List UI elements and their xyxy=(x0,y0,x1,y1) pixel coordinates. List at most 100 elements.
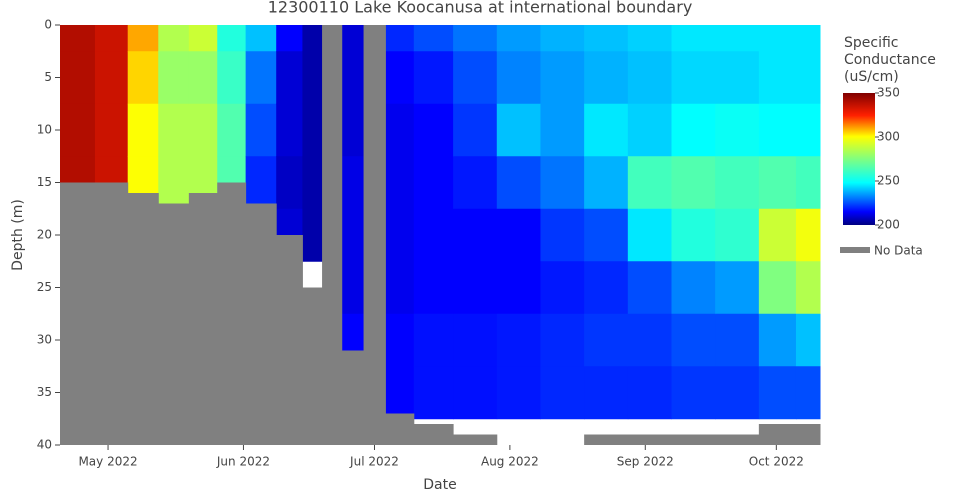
heat-cell xyxy=(496,103,541,157)
heat-cell xyxy=(496,208,541,262)
heat-cell xyxy=(671,156,716,210)
heat-cell xyxy=(671,103,716,157)
no-data-region xyxy=(363,25,386,445)
colorbar-tick-label: 350 xyxy=(877,86,900,100)
y-tick-label: 20 xyxy=(37,228,52,242)
heat-cell xyxy=(627,313,672,367)
x-tick-label: Jun 2022 xyxy=(216,455,270,469)
no-data-region xyxy=(217,182,247,445)
heat-cell xyxy=(795,366,821,420)
y-tick-label: 30 xyxy=(37,333,52,347)
heat-cell xyxy=(715,261,760,315)
heat-cell xyxy=(413,51,454,105)
y-tick-label: 40 xyxy=(37,438,52,452)
heat-cell xyxy=(453,261,498,315)
heat-cell xyxy=(795,313,821,367)
heat-cell xyxy=(584,261,629,315)
no-data-region xyxy=(188,193,218,445)
heat-cell xyxy=(188,103,218,157)
heat-cell xyxy=(413,366,454,420)
heat-cell xyxy=(302,208,323,262)
heat-cell xyxy=(627,25,672,52)
no-data-region xyxy=(795,424,821,445)
heat-cell xyxy=(158,51,190,105)
heat-cell xyxy=(540,366,585,420)
heat-cell xyxy=(245,156,277,210)
heat-cell xyxy=(188,51,218,105)
heat-cell xyxy=(60,103,96,157)
heat-cell xyxy=(715,25,760,52)
no-data-region xyxy=(627,434,672,445)
heat-cell xyxy=(795,51,821,105)
heat-cell xyxy=(584,25,629,52)
heat-cell xyxy=(540,156,585,210)
heat-cell xyxy=(496,51,541,105)
colorbar-title: Conductance xyxy=(844,52,936,68)
y-tick-label: 10 xyxy=(37,123,52,137)
heat-cell xyxy=(540,313,585,367)
heat-cell xyxy=(496,261,541,315)
y-tick-label: 25 xyxy=(37,280,52,294)
heat-cell xyxy=(341,208,365,262)
heat-cell xyxy=(127,103,159,157)
heat-cell xyxy=(341,25,365,52)
heat-cell xyxy=(496,25,541,52)
no-data-region xyxy=(60,182,96,445)
x-tick-label: May 2022 xyxy=(78,455,137,469)
legend-label: No Data xyxy=(874,244,923,258)
heat-cell xyxy=(671,313,716,367)
heat-cell xyxy=(540,51,585,105)
y-tick-label: 0 xyxy=(44,18,52,32)
heat-cell xyxy=(715,103,760,157)
no-data-region xyxy=(158,203,190,445)
heat-cell xyxy=(413,208,454,262)
y-tick-label: 35 xyxy=(37,385,52,399)
heat-cell xyxy=(385,261,415,315)
heat-cell xyxy=(715,51,760,105)
heat-cell xyxy=(188,25,218,52)
heat-cell xyxy=(276,156,303,210)
heat-cell xyxy=(627,156,672,210)
heat-cell xyxy=(584,313,629,367)
heat-cell xyxy=(453,51,498,105)
no-data-region xyxy=(453,434,498,445)
heat-cell xyxy=(341,156,365,210)
no-data-region xyxy=(276,235,303,445)
heat-cell xyxy=(627,366,672,420)
no-data-region xyxy=(302,287,323,445)
heat-cell xyxy=(245,51,277,105)
heat-cell xyxy=(715,313,760,367)
heat-cell xyxy=(715,156,760,210)
heat-cell xyxy=(758,313,797,367)
heat-cell xyxy=(758,208,797,262)
heat-cell xyxy=(715,208,760,262)
heat-cell xyxy=(217,103,247,157)
heat-cell xyxy=(496,366,541,420)
heat-cell xyxy=(302,51,323,105)
no-data-region xyxy=(385,413,415,445)
no-data-region xyxy=(413,424,454,445)
heat-cell xyxy=(453,208,498,262)
heat-cell xyxy=(758,51,797,105)
heat-cell xyxy=(158,103,190,157)
colorbar-tick-label: 300 xyxy=(877,130,900,144)
heat-cell xyxy=(453,313,498,367)
x-tick-label: Aug 2022 xyxy=(481,455,539,469)
heat-cell xyxy=(341,51,365,105)
heat-cell xyxy=(540,103,585,157)
heat-cell xyxy=(413,103,454,157)
heat-cell xyxy=(341,261,365,315)
heat-cell xyxy=(413,156,454,210)
no-data-region xyxy=(584,434,629,445)
heat-cell xyxy=(627,51,672,105)
heat-cell xyxy=(453,25,498,52)
heat-cell xyxy=(627,208,672,262)
heat-cell xyxy=(584,103,629,157)
heat-cell xyxy=(540,261,585,315)
heat-cell xyxy=(671,208,716,262)
heat-cell xyxy=(276,51,303,105)
heat-cell xyxy=(341,103,365,157)
x-tick-label: Oct 2022 xyxy=(749,455,804,469)
heat-cell xyxy=(158,156,190,210)
